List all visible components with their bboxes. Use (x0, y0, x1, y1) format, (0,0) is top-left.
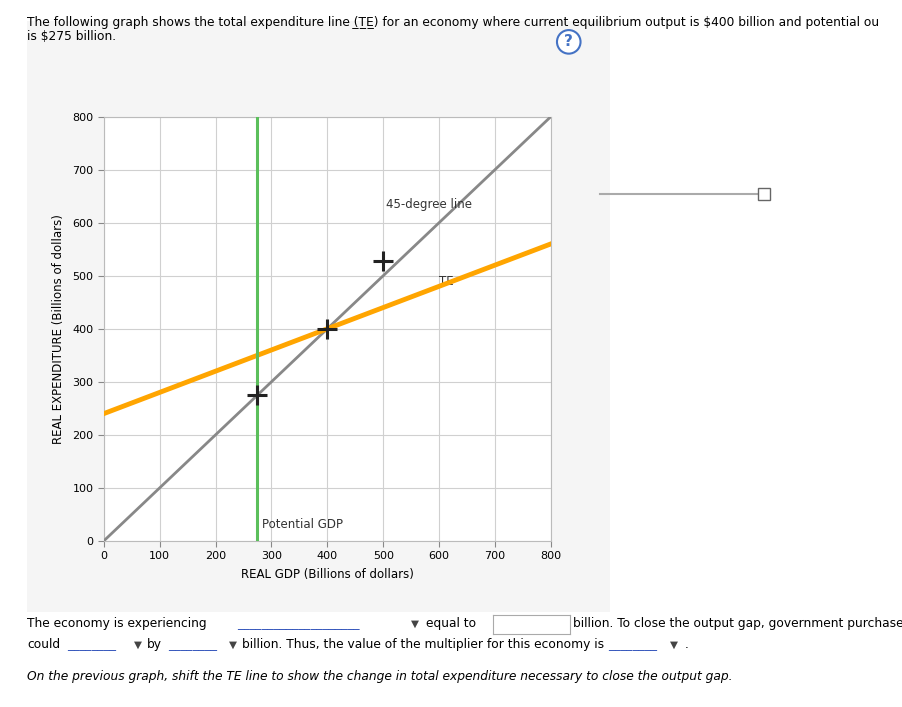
Text: The following graph shows the total expenditure line (̲T̲E̲) for an economy wher: The following graph shows the total expe… (27, 16, 879, 28)
Text: billion. To close the output gap, government purchases: billion. To close the output gap, govern… (573, 617, 902, 630)
Text: ________: ________ (67, 638, 115, 651)
Text: 45-degree line: 45-degree line (385, 198, 472, 211)
Text: ____________________: ____________________ (237, 617, 360, 630)
Text: billion. Thus, the value of the multiplier for this economy is: billion. Thus, the value of the multipli… (242, 638, 603, 651)
Text: ▼: ▼ (133, 640, 142, 650)
FancyBboxPatch shape (22, 16, 614, 617)
Text: ________: ________ (168, 638, 216, 651)
Text: ________: ________ (607, 638, 656, 651)
Text: TE: TE (438, 274, 453, 288)
Text: ?: ? (564, 35, 573, 49)
Text: could: could (27, 638, 60, 651)
Text: The economy is experiencing: The economy is experiencing (27, 617, 207, 630)
Text: equal to: equal to (426, 617, 476, 630)
Text: On the previous graph, shift the TE line to show the change in total expenditure: On the previous graph, shift the TE line… (27, 670, 732, 683)
Text: .: . (684, 638, 687, 651)
Y-axis label: REAL EXPENDITURE (Billions of dollars): REAL EXPENDITURE (Billions of dollars) (52, 214, 65, 444)
Text: ▼: ▼ (410, 619, 419, 629)
Text: by: by (147, 638, 162, 651)
Text: ▼: ▼ (229, 640, 237, 650)
Text: Potential GDP: Potential GDP (262, 518, 343, 532)
Text: ▼: ▼ (669, 640, 677, 650)
X-axis label: REAL GDP (Billions of dollars): REAL GDP (Billions of dollars) (241, 568, 413, 581)
Text: is $275 billion.: is $275 billion. (27, 30, 116, 42)
